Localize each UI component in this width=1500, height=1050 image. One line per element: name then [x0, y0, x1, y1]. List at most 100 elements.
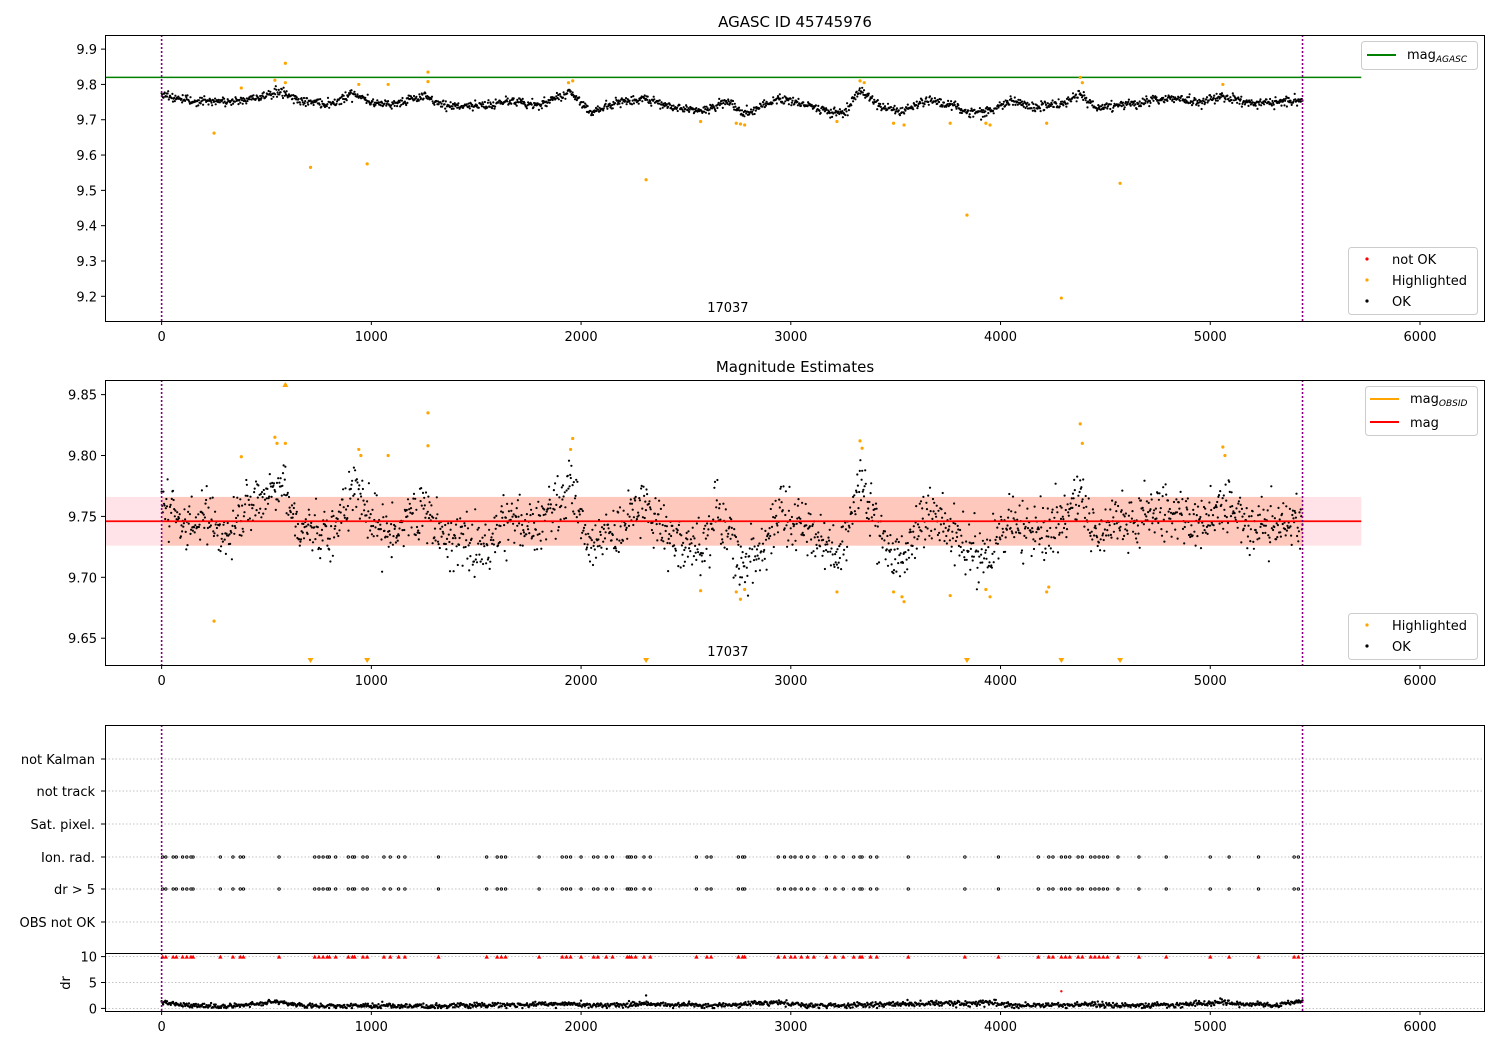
ok-point — [397, 534, 400, 537]
ok-point — [647, 502, 651, 505]
ok-point — [262, 512, 265, 515]
dr-clipped-marker — [811, 954, 817, 959]
ok-point — [660, 101, 663, 104]
ok-point — [1284, 534, 1287, 537]
ok-point — [381, 570, 384, 573]
ok-point — [530, 103, 533, 106]
ok-point — [564, 517, 568, 520]
ok-point — [602, 109, 605, 112]
ok-point — [305, 97, 309, 100]
ok-point — [1169, 517, 1172, 520]
ok-point — [452, 570, 455, 573]
ok-point — [431, 542, 434, 545]
ok-point — [898, 575, 902, 578]
ok-point — [167, 540, 170, 544]
ok-point — [202, 513, 205, 516]
ok-point — [853, 494, 856, 497]
ok-point — [305, 525, 308, 528]
ok-point — [1155, 517, 1158, 520]
ok-point — [1177, 501, 1180, 504]
ok-point — [252, 94, 255, 97]
ok-point — [710, 107, 714, 110]
ok-point — [554, 537, 557, 540]
dr-gt-5-flag — [705, 887, 709, 891]
ok-point — [572, 481, 575, 484]
ok-point — [752, 537, 755, 540]
ok-point — [1079, 479, 1082, 482]
dr-clipped-marker — [396, 954, 401, 959]
ok-point — [1249, 540, 1252, 543]
ok-point — [383, 529, 386, 532]
ok-point — [834, 111, 837, 114]
ok-point — [1276, 536, 1279, 539]
ok-point — [995, 542, 998, 545]
ok-point — [483, 545, 486, 548]
dr-gt-5-flag — [313, 887, 317, 891]
ok-point — [982, 571, 985, 574]
ok-point — [1083, 525, 1086, 528]
ok-point — [853, 510, 857, 513]
ok-point — [1279, 531, 1282, 534]
ok-point — [307, 508, 310, 511]
ok-point — [396, 539, 399, 542]
ok-point — [1162, 96, 1165, 99]
ok-point — [1227, 97, 1230, 100]
ok-point — [984, 549, 988, 552]
ok-point — [705, 547, 708, 551]
ok-point — [354, 93, 357, 96]
ok-point — [504, 95, 507, 98]
highlighted-point — [365, 162, 369, 166]
ok-point — [653, 512, 657, 515]
ok-point — [481, 536, 484, 539]
ok-point — [895, 538, 899, 541]
flags-plot-area — [105, 725, 1485, 1011]
dr-point — [396, 1005, 399, 1009]
ok-point — [165, 497, 168, 501]
x-tick-label: 5000 — [1194, 674, 1227, 689]
ok-point — [936, 533, 940, 537]
ok-point — [1103, 528, 1106, 531]
ok-point — [234, 526, 237, 530]
ok-point — [624, 97, 628, 100]
ok-point — [1033, 505, 1036, 508]
ion-rad-flag — [164, 855, 168, 859]
ok-point — [1291, 513, 1294, 517]
ok-point — [306, 532, 309, 536]
dr-clipped-marker — [436, 954, 441, 959]
ok-point — [614, 96, 617, 99]
ok-point — [353, 90, 356, 93]
ok-point — [1210, 508, 1213, 512]
ok-point — [199, 96, 202, 99]
ok-point — [1264, 100, 1267, 104]
ok-point — [841, 525, 845, 528]
ok-point — [319, 557, 322, 560]
ok-point — [1085, 96, 1088, 99]
dr-clipped-marker — [832, 954, 838, 959]
ok-point — [209, 524, 212, 527]
ok-point — [1243, 512, 1246, 515]
ok-point — [864, 469, 867, 472]
ion-rad-flag — [564, 855, 569, 859]
highlighted-point — [984, 587, 988, 592]
ok-point — [1186, 96, 1189, 99]
ok-point — [515, 104, 518, 107]
ok-point — [1263, 524, 1266, 527]
ok-point — [242, 530, 245, 533]
ok-point — [947, 99, 950, 102]
dr-point — [496, 1001, 500, 1005]
dr-clipped-marker — [484, 954, 489, 959]
dr-point — [214, 1003, 217, 1006]
ok-point — [964, 573, 967, 576]
ok-point — [219, 550, 222, 553]
ok-point — [345, 508, 348, 511]
legend-mag-obsid-subscript: OBSID — [1439, 399, 1468, 409]
ok-point — [567, 487, 570, 490]
ok-point — [635, 98, 638, 101]
ok-point — [570, 464, 573, 467]
ion-rad-flag — [1063, 855, 1068, 859]
dr-clipped-marker — [218, 954, 223, 959]
dr-clipped-marker — [824, 954, 829, 959]
ok-point — [184, 99, 187, 102]
ok-point — [977, 581, 980, 584]
highlighted-point — [1045, 590, 1049, 594]
